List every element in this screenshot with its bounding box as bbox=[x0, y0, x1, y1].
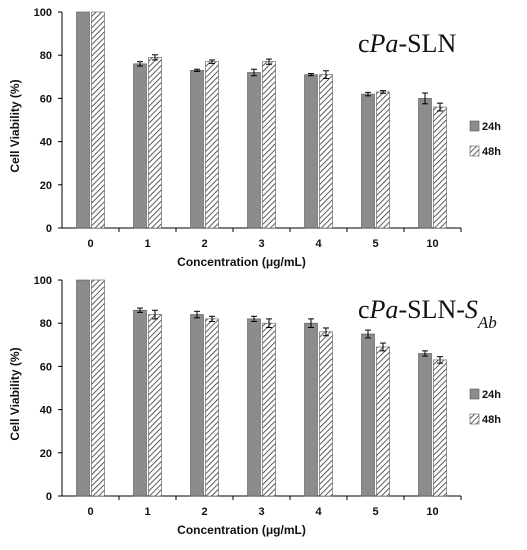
x-tick-label: 3 bbox=[258, 238, 264, 250]
x-tick-label: 1 bbox=[144, 238, 150, 250]
legend-swatch-48h bbox=[469, 413, 480, 425]
bar-48h-4 bbox=[319, 331, 333, 497]
bar-48h-3 bbox=[262, 322, 276, 497]
x-tick-label: 4 bbox=[315, 238, 322, 250]
x-axis-title: Concentration (μg/mL) bbox=[177, 523, 306, 537]
bar-24h-2 bbox=[190, 70, 204, 229]
legend-label-24h: 24h bbox=[482, 121, 501, 133]
y-tick-label: 80 bbox=[40, 318, 52, 330]
bar-24h-0 bbox=[76, 279, 90, 497]
bar-24h-4 bbox=[304, 74, 318, 229]
bar-48h-3 bbox=[262, 61, 276, 229]
bar-24h-4 bbox=[304, 322, 318, 497]
chart-bottom: 0 20 40 60 80 100 0 1 2 3 4 5 10 Concentration (μg/mL… bbox=[8, 275, 501, 537]
legend-label-48h: 48h bbox=[482, 414, 501, 426]
x-tick-label: 2 bbox=[201, 238, 207, 250]
bar-24h-10 bbox=[418, 98, 432, 229]
x-tick-label: 5 bbox=[372, 506, 378, 518]
bar-24h-0 bbox=[76, 11, 90, 229]
x-tick-label: 0 bbox=[87, 238, 93, 250]
bar-48h-5 bbox=[376, 346, 390, 497]
bar-48h-1 bbox=[148, 57, 162, 229]
bar-24h-2 bbox=[190, 314, 204, 497]
bar-48h-10 bbox=[433, 106, 447, 229]
legend-swatch-24h bbox=[469, 388, 480, 400]
bar-48h-2 bbox=[205, 61, 219, 229]
legend-label-24h: 24h bbox=[482, 389, 501, 401]
x-tick-label: 0 bbox=[87, 506, 93, 518]
x-tick-label: 10 bbox=[426, 238, 438, 250]
bar-48h-10 bbox=[433, 359, 447, 497]
y-tick-label: 40 bbox=[40, 405, 52, 417]
bar-48h-0 bbox=[91, 279, 105, 497]
x-tick-label: 5 bbox=[372, 238, 378, 250]
chart-title-part: -SLN bbox=[398, 29, 456, 58]
bar-24h-5 bbox=[361, 93, 375, 229]
legend-swatch-48h bbox=[469, 145, 480, 157]
bar-24h-3 bbox=[247, 72, 261, 229]
y-tick-label: 80 bbox=[40, 50, 52, 62]
y-tick-label: 20 bbox=[40, 448, 52, 460]
y-tick-label: 40 bbox=[40, 137, 52, 149]
bar-48h-4 bbox=[319, 74, 333, 229]
legend-label-48h: 48h bbox=[482, 146, 501, 158]
bar-48h-0 bbox=[91, 11, 105, 229]
chart-top: 0 20 40 60 80 100 0 1 2 3 4 5 10 Concentration (μg/mL… bbox=[8, 7, 501, 269]
y-tick-label: 60 bbox=[40, 361, 52, 373]
bar-48h-1 bbox=[148, 314, 162, 497]
x-tick-label: 1 bbox=[144, 506, 150, 518]
chart-title-part: S bbox=[465, 295, 478, 324]
chart-title-part: Pa bbox=[369, 295, 399, 324]
chart-title: cPa-SLN bbox=[358, 29, 456, 58]
x-tick-label: 3 bbox=[258, 506, 264, 518]
y-tick-label: 60 bbox=[40, 93, 52, 105]
chart-title-part: -SLN- bbox=[398, 295, 464, 324]
bar-24h-10 bbox=[418, 353, 432, 497]
y-tick-label: 0 bbox=[46, 491, 52, 503]
x-axis-title: Concentration (μg/mL) bbox=[177, 255, 306, 269]
x-tick-label: 10 bbox=[426, 506, 438, 518]
chart-title-part: Ab bbox=[477, 313, 497, 332]
chart-title: cPa-SLN-SAb bbox=[358, 295, 497, 332]
chart-title-part: Pa bbox=[369, 29, 399, 58]
y-axis-title: Cell Viability (%) bbox=[8, 347, 22, 440]
y-tick-label: 100 bbox=[34, 275, 52, 287]
bar-24h-1 bbox=[133, 63, 147, 229]
y-axis-title: Cell Viability (%) bbox=[8, 79, 22, 172]
bar-48h-5 bbox=[376, 91, 390, 229]
bar-24h-1 bbox=[133, 309, 147, 497]
y-tick-label: 0 bbox=[46, 223, 52, 235]
x-tick-label: 2 bbox=[201, 506, 207, 518]
legend-swatch-24h bbox=[469, 120, 480, 132]
y-tick-label: 100 bbox=[34, 7, 52, 19]
bar-24h-3 bbox=[247, 318, 261, 497]
bar-48h-2 bbox=[205, 318, 219, 497]
bar-24h-5 bbox=[361, 333, 375, 497]
chart-title-part: c bbox=[358, 295, 370, 324]
x-tick-label: 4 bbox=[315, 506, 322, 518]
y-tick-label: 20 bbox=[40, 180, 52, 192]
chart-title-part: c bbox=[358, 29, 370, 58]
